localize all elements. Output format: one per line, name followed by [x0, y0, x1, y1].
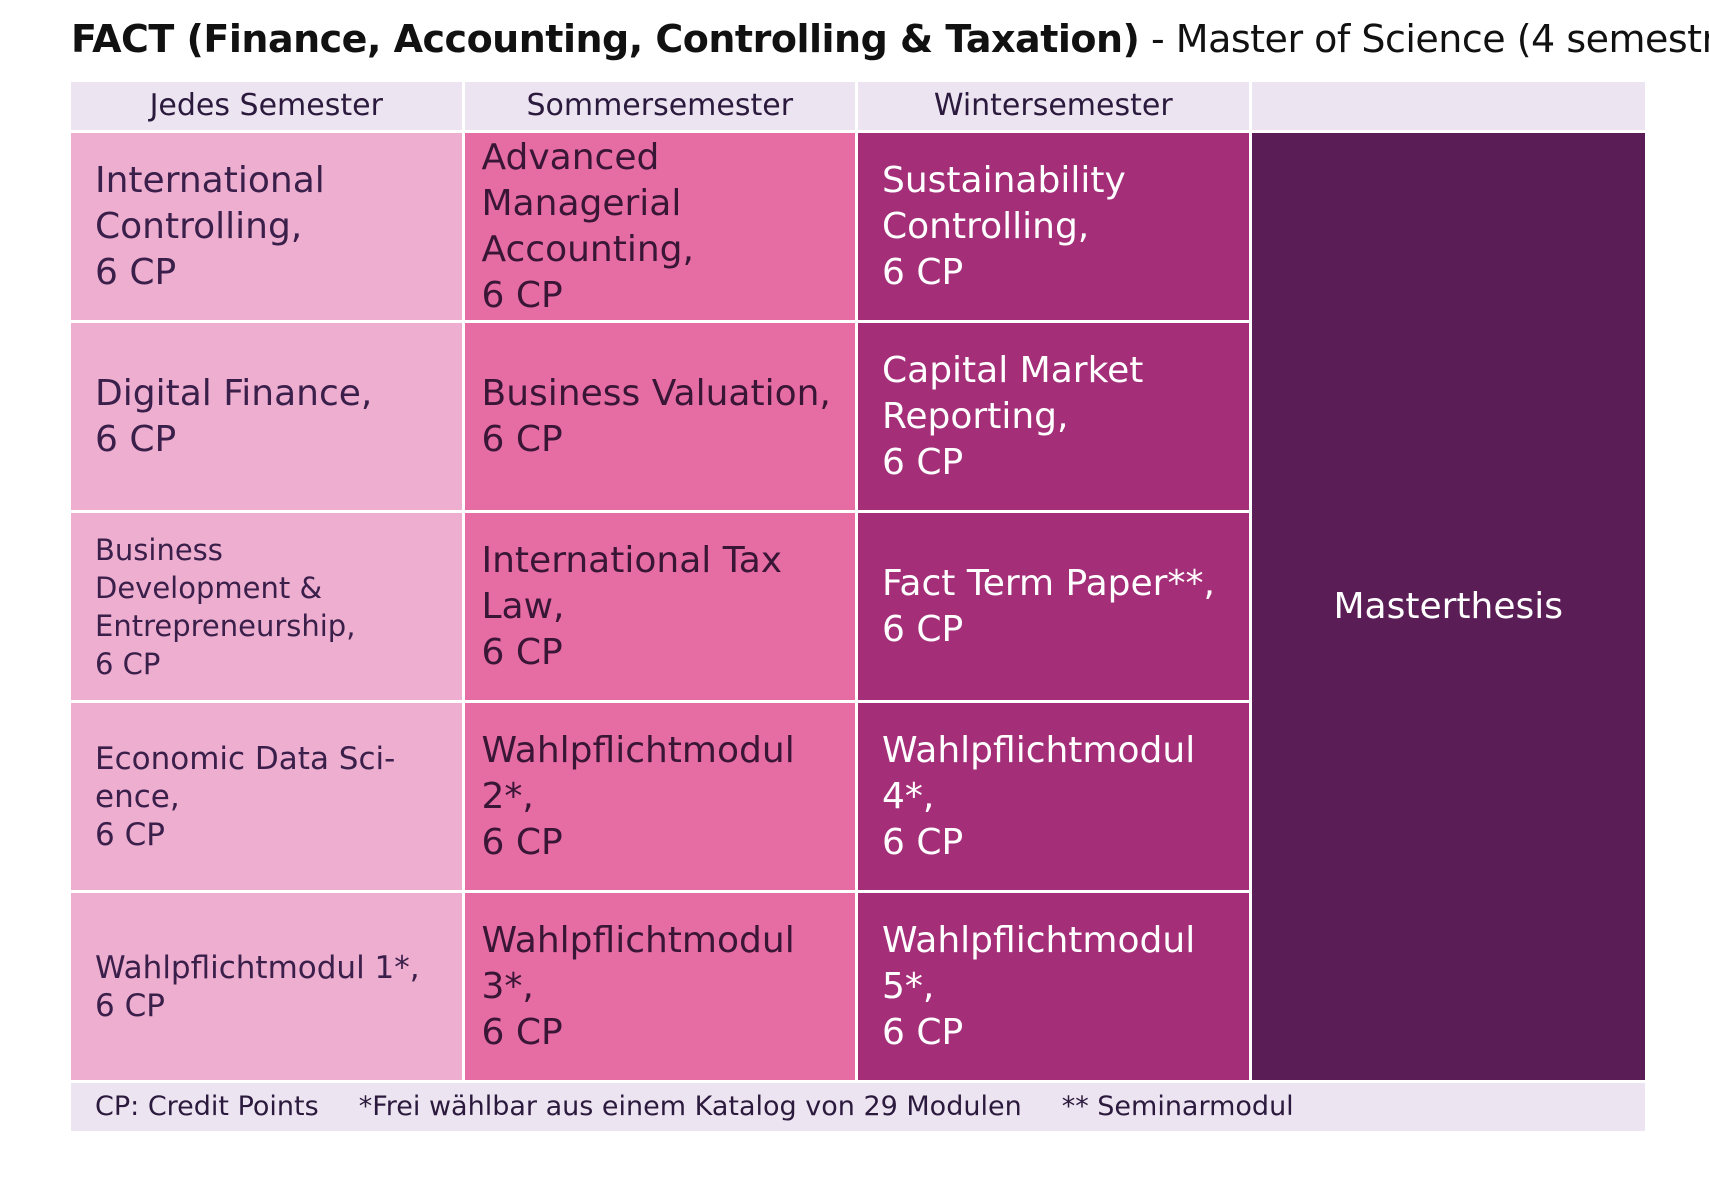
module-advanced-managerial-accounting: Advanced Managerial Accounting, 6 CP: [464, 130, 858, 320]
module-label: Wahlpflichtmodul 4*, 6 CP: [882, 729, 1196, 863]
module-label: Wahlpflichtmodul 3*, 6 CP: [481, 919, 795, 1053]
module-label: Advanced Managerial Accounting, 6 CP: [481, 136, 694, 316]
module-business-valuation: Business Valuation, 6 CP: [464, 320, 858, 510]
module-label: International Controlling, 6 CP: [95, 159, 325, 293]
title-subtitle: - Master of Science (4 semestrig): [1139, 17, 1709, 61]
module-international-tax-law: International Tax Law, 6 CP: [464, 510, 858, 700]
module-label: Wahlpflichtmodul 2*, 6 CP: [481, 729, 795, 863]
module-label: International Tax Law, 6 CP: [481, 539, 783, 673]
module-wahlpflichtmodul-2: Wahlpflichtmodul 2*, 6 CP: [464, 700, 858, 890]
legend-credit-points: CP: Credit Points: [95, 1091, 319, 1122]
module-capital-market-reporting: Capital Market Reporting, 6 CP: [858, 320, 1252, 510]
semester-header-row: Jedes Semester Sommersemester Winterseme…: [71, 82, 1645, 130]
module-label: Capital Market Reporting, 6 CP: [882, 349, 1144, 483]
module-label: Wahlpflichtmodul 1*, 6 CP: [95, 949, 420, 1024]
module-wahlpflichtmodul-1: Wahlpflichtmodul 1*, 6 CP: [71, 890, 465, 1080]
module-grid: International Controlling, 6 CP Digital …: [71, 130, 1645, 1080]
module-label: Digital Finance, 6 CP: [95, 372, 373, 460]
legend-seminar-module: ** Seminarmodul: [1061, 1091, 1294, 1122]
module-masterthesis: Masterthesis: [1251, 130, 1645, 1080]
module-label: Business Development & Entrepreneurship,…: [95, 532, 356, 681]
module-economic-data-science: Economic Data Sci- ence, 6 CP: [71, 700, 465, 890]
page-title: FACT (Finance, Accounting, Controlling &…: [71, 14, 1709, 64]
module-digital-finance: Digital Finance, 6 CP: [71, 320, 465, 510]
module-business-development: Business Development & Entrepreneurship,…: [71, 510, 465, 700]
module-wahlpflichtmodul-4: Wahlpflichtmodul 4*, 6 CP: [858, 700, 1252, 890]
title-bold: FACT (Finance, Accounting, Controlling &…: [71, 17, 1140, 61]
module-label: Masterthesis: [1333, 585, 1564, 627]
module-label: Fact Term Paper**, 6 CP: [882, 562, 1215, 650]
header-wintersemester: Wintersemester: [858, 82, 1252, 130]
module-fact-term-paper: Fact Term Paper**, 6 CP: [858, 510, 1252, 700]
header-empty: [1251, 82, 1645, 130]
module-label: Wahlpflichtmodul 5*, 6 CP: [882, 919, 1196, 1053]
module-wahlpflichtmodul-3: Wahlpflichtmodul 3*, 6 CP: [464, 890, 858, 1080]
legend-elective-catalog: *Frei wählbar aus einem Katalog von 29 M…: [358, 1091, 1022, 1122]
module-wahlpflichtmodul-5: Wahlpflichtmodul 5*, 6 CP: [858, 890, 1252, 1080]
legend-footer: CP: Credit Points *Frei wählbar aus einem…: [71, 1083, 1645, 1131]
module-sustainability-controlling: Sustainability Controlling, 6 CP: [858, 130, 1252, 320]
header-sommersemester: Sommersemester: [464, 82, 858, 130]
module-label: Business Valuation, 6 CP: [481, 372, 831, 460]
header-jedes-semester: Jedes Semester: [71, 82, 465, 130]
module-label: Sustainability Controlling, 6 CP: [882, 159, 1126, 293]
module-label: Economic Data Sci- ence, 6 CP: [95, 740, 396, 853]
module-international-controlling: International Controlling, 6 CP: [71, 130, 465, 320]
